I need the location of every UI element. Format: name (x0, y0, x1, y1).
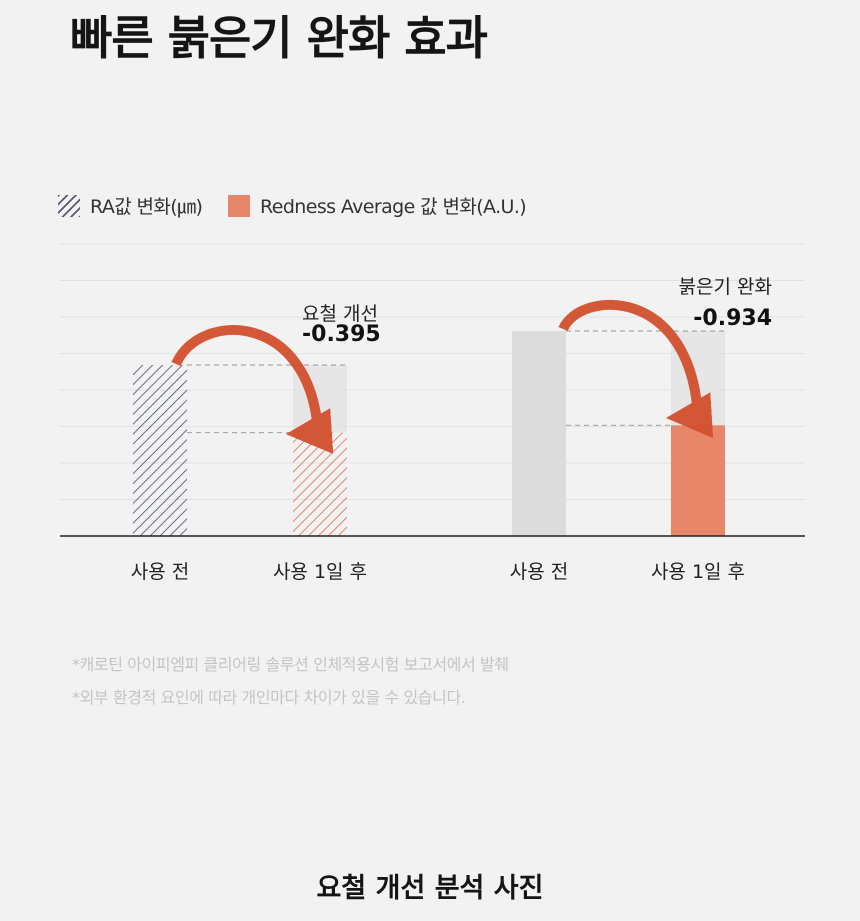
curved-arrow-icon (171, 325, 334, 455)
annotation-label: 붉은기 완화 (679, 276, 772, 298)
legend-label-redness: Redness Average 값 변화(A.U.) (260, 196, 527, 218)
annotation-label: 요철 개선 (302, 303, 378, 325)
footnotes: *캐로틴 아이피엠피 클리어링 솔루션 인체적용시험 보고서에서 발췌 *외부 … (72, 648, 509, 714)
category-tick-label: 사용 1일 후 (273, 561, 367, 583)
annotation-value: -0.395 (302, 322, 381, 347)
bar-after-use (293, 432, 347, 536)
hatched-swatch-icon (58, 194, 80, 217)
curved-arrow-icon (558, 299, 714, 439)
category-tick-label: 사용 1일 후 (651, 561, 745, 583)
chart-marks: 요철 개선-0.395 사용 전 사용 1일 후 붉은기 완화 -0.934 사용 전 사용… (131, 276, 772, 583)
category-tick-label: 사용 전 (131, 561, 189, 583)
section-title: 요철 개선 분석 사진 (316, 873, 544, 904)
footnote-source: *캐로틴 아이피엠피 클리어링 솔루션 인체적용시험 보고서에서 발췌 (72, 655, 509, 674)
bar-after-use (671, 425, 725, 536)
page-headline: 빠른 붉은기 완화 효과 (70, 11, 488, 65)
legend-label-ra: RA값 변화(㎛) (90, 196, 203, 218)
legend-item-redness: Redness Average 값 변화(A.U.) (228, 192, 527, 219)
legend-item-ra: RA값 변화(㎛) (58, 192, 203, 219)
footnote-disclaimer: *외부 환경적 요인에 따라 개인마다 차이가 있을 수 있습니다. (72, 688, 466, 707)
solid-swatch-icon (228, 194, 250, 217)
bar-chart: 요철 개선-0.395 사용 전 사용 1일 후 붉은기 완화 -0.934 사용 전 사용… (60, 243, 805, 583)
bar-before-use (133, 365, 187, 536)
category-tick-label: 사용 전 (510, 561, 568, 583)
bar-before-use (512, 331, 566, 536)
annotation-value: -0.934 (693, 306, 772, 331)
